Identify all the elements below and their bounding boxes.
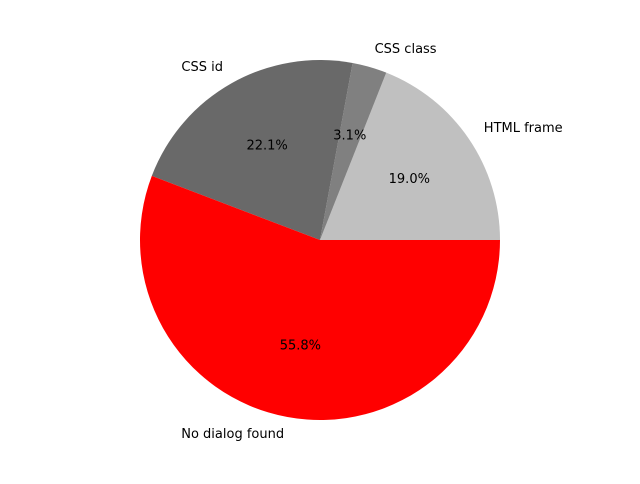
pie-slices (140, 59, 501, 420)
slice-label-css-class: CSS class (375, 42, 437, 57)
pie-slice-css-id (151, 59, 353, 240)
slice-percent-css-class: 3.1% (333, 129, 366, 144)
pie-slice-css-class (320, 62, 387, 241)
pie-slice-no-dialog-found (140, 175, 501, 420)
slice-label-no-dialog-found: No dialog found (181, 427, 284, 442)
pie-labels: HTML frame 19.0% CSS class 3.1% CSS id 22.1% N… (181, 42, 562, 442)
pie-slice-html-frame (320, 72, 500, 241)
slice-label-html-frame: HTML frame (484, 121, 563, 136)
slice-percent-no-dialog-found: 55.8% (280, 339, 321, 354)
slice-label-css-id: CSS id (181, 60, 223, 75)
slice-percent-css-id: 22.1% (246, 138, 287, 153)
slice-percent-html-frame: 19.0% (389, 172, 430, 187)
